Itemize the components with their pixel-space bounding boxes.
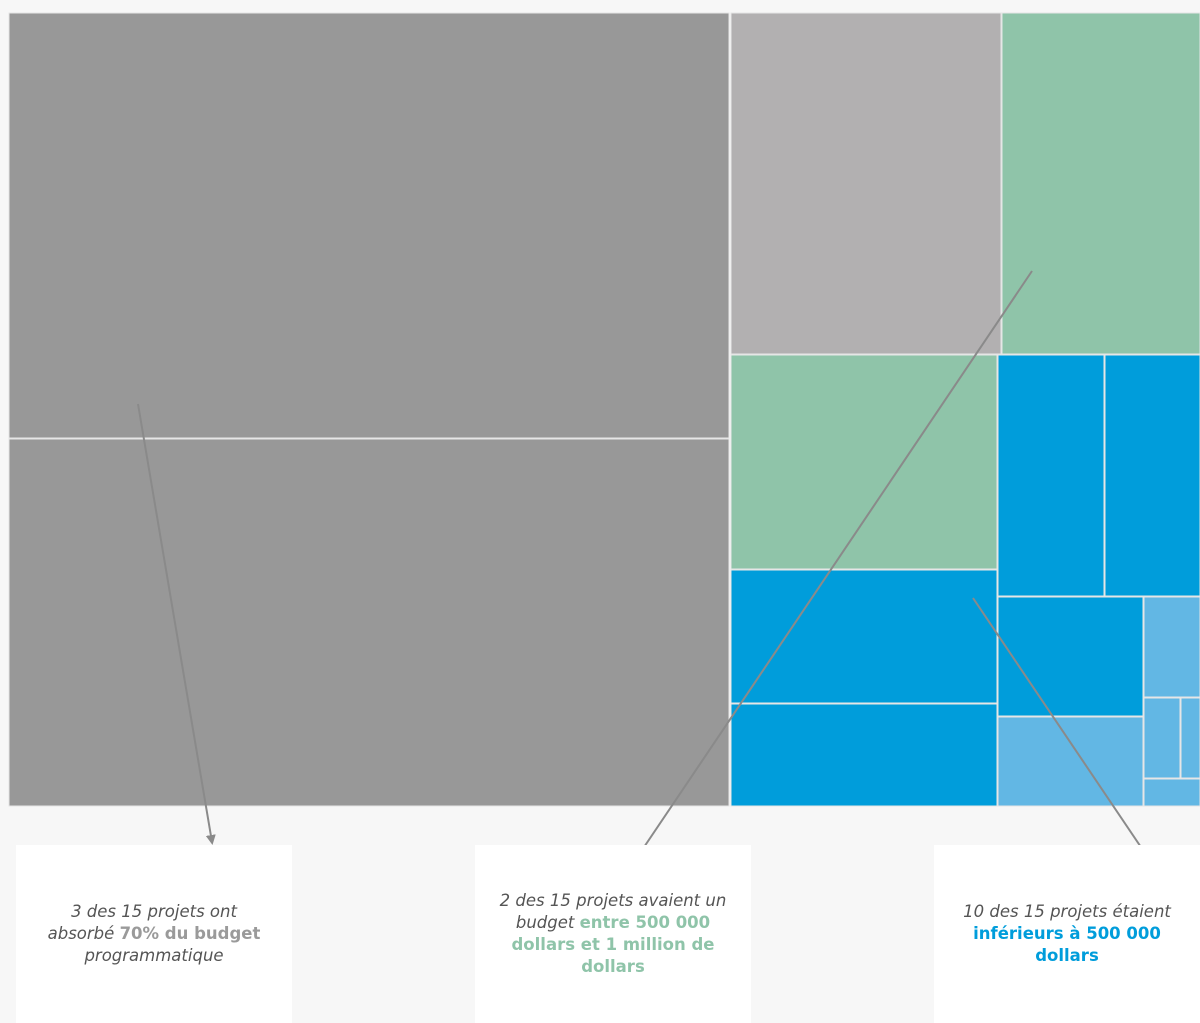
annotation-card-mid-projects: 2 des 15 projets avaient un budget entre… xyxy=(475,845,751,1023)
arrow-mid xyxy=(632,270,1033,865)
annotation-highlight-mid: entre 500 000 dollars et 1 million de do… xyxy=(511,913,715,976)
treemap-tile-small-light-12 xyxy=(1143,596,1200,698)
arrow-large xyxy=(137,403,216,845)
treemap-tile-mid-5 xyxy=(730,354,998,570)
annotation-text-small: 10 des 15 projets étaient inférieurs à 5… xyxy=(963,902,1171,965)
arrow-small xyxy=(972,597,1153,865)
treemap-tile-small-8 xyxy=(997,354,1105,597)
treemap-tile-small-10 xyxy=(997,596,1144,717)
treemap-tiles xyxy=(8,12,1200,807)
annotation-highlight-large: 70% du budget xyxy=(119,924,261,943)
treemap-tile-large-light-3 xyxy=(730,12,1002,355)
treemap-tile-small-6 xyxy=(730,569,998,704)
treemap-tile-small-light-14 xyxy=(1180,697,1200,779)
treemap-tile-small-light-13 xyxy=(1143,697,1181,779)
annotation-text-large: 3 des 15 projets ont absorbé 70% du budg… xyxy=(47,902,261,965)
treemap-tile-small-light-15 xyxy=(1143,778,1200,807)
annotation-card-small-projects: 10 des 15 projets étaient inférieurs à 5… xyxy=(934,845,1200,1023)
treemap-tile-small-7 xyxy=(730,703,998,807)
annotation-highlight-small: inférieurs à 500 000 dollars xyxy=(973,924,1161,965)
annotation-card-large-projects: 3 des 15 projets ont absorbé 70% du budg… xyxy=(16,845,292,1023)
treemap-tile-small-light-11 xyxy=(997,716,1144,807)
annotation-text-mid: 2 des 15 projets avaient un budget entre… xyxy=(499,891,727,976)
annotation-arrows xyxy=(137,270,1153,865)
treemap-tile-mid-4 xyxy=(1001,12,1200,355)
treemap-tile-large-1 xyxy=(8,12,730,439)
treemap-tile-large-2 xyxy=(8,438,730,807)
treemap-tile-small-9 xyxy=(1104,354,1200,597)
